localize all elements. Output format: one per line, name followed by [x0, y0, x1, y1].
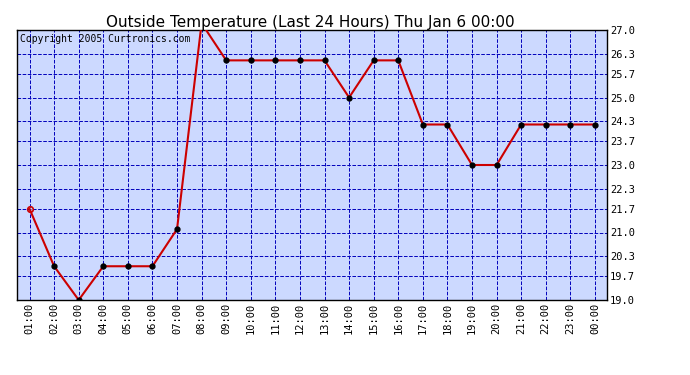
- Text: Copyright 2005 Curtronics.com: Copyright 2005 Curtronics.com: [20, 34, 190, 44]
- Text: Outside Temperature (Last 24 Hours) Thu Jan 6 00:00: Outside Temperature (Last 24 Hours) Thu …: [106, 15, 515, 30]
